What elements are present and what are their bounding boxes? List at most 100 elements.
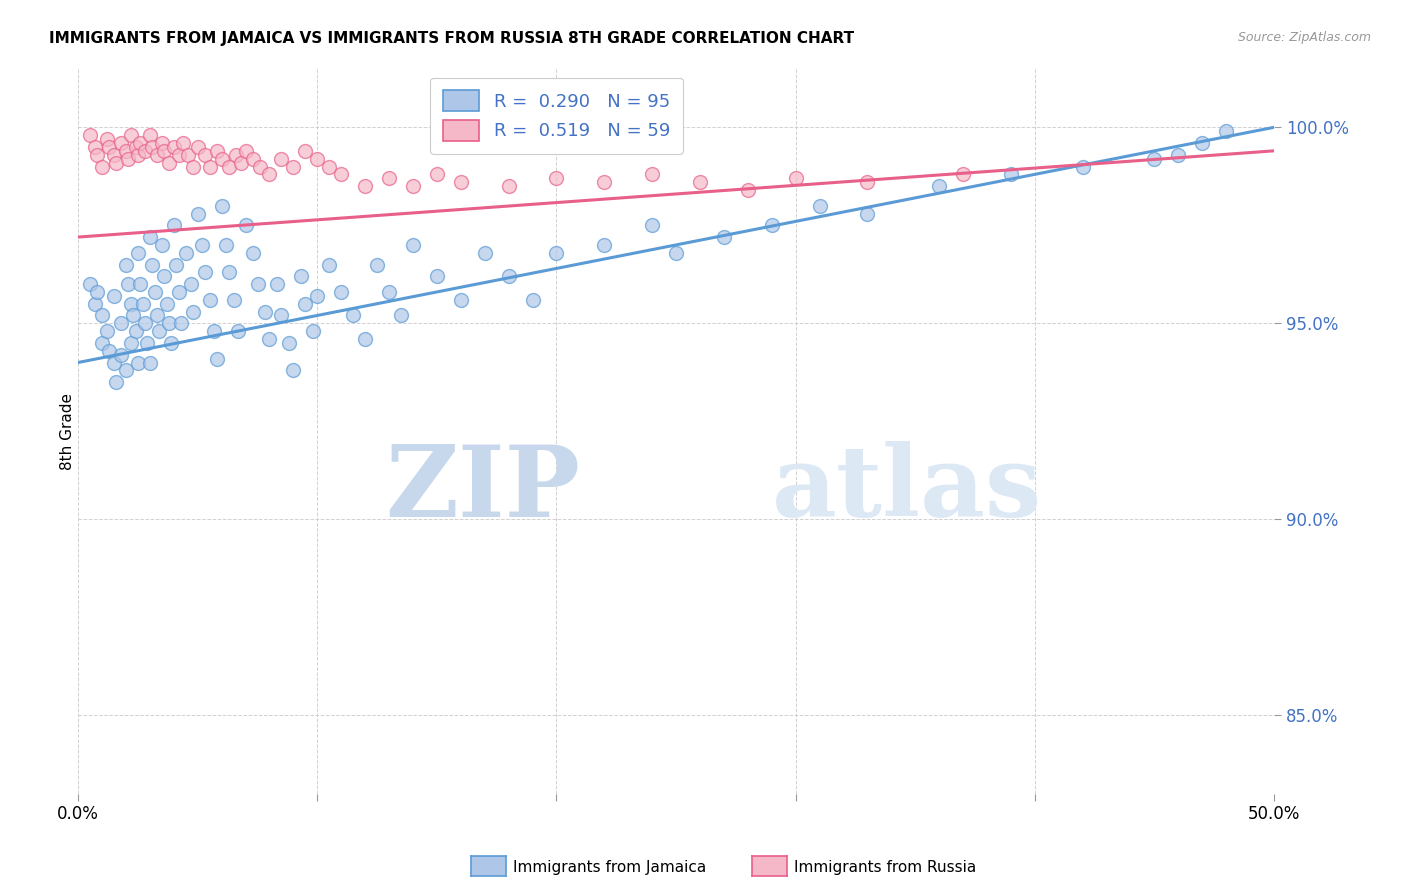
Point: [86, 285, 108, 299]
Point: [165, 258, 187, 272]
Point: [187, 206, 209, 220]
Point: [98, 140, 121, 154]
Point: [785, 171, 807, 186]
Point: [450, 293, 472, 307]
Point: [225, 147, 247, 161]
Point: [259, 167, 281, 181]
Point: [131, 296, 153, 310]
Point: [103, 355, 125, 369]
Point: [402, 238, 425, 252]
Point: [283, 160, 305, 174]
Point: [211, 199, 233, 213]
Point: [641, 167, 664, 181]
Point: [129, 136, 152, 150]
Point: [127, 147, 149, 161]
Point: [270, 309, 292, 323]
Text: ZIP: ZIP: [385, 441, 581, 538]
Point: [474, 245, 496, 260]
Point: [235, 144, 257, 158]
Point: [117, 152, 139, 166]
Point: [191, 238, 214, 252]
Point: [96, 324, 118, 338]
Point: [294, 296, 316, 310]
Point: [228, 324, 250, 338]
Point: [98, 343, 121, 358]
Point: [378, 171, 401, 186]
Point: [641, 219, 664, 233]
Point: [167, 147, 190, 161]
Point: [205, 351, 228, 366]
Point: [498, 269, 520, 284]
Point: [167, 285, 190, 299]
Point: [242, 245, 264, 260]
Point: [124, 140, 146, 154]
Point: [204, 324, 226, 338]
Point: [546, 245, 568, 260]
Point: [129, 277, 152, 292]
Point: [593, 175, 616, 189]
Point: [148, 324, 170, 338]
Point: [713, 230, 735, 244]
Point: [156, 296, 179, 310]
Point: [124, 324, 146, 338]
Point: [136, 335, 159, 350]
Point: [174, 245, 197, 260]
Point: [115, 144, 138, 158]
Point: [120, 296, 142, 310]
Point: [194, 147, 217, 161]
Text: Immigrants from Russia: Immigrants from Russia: [794, 861, 977, 875]
Point: [246, 277, 269, 292]
Point: [1191, 136, 1213, 150]
Point: [211, 152, 233, 166]
Point: [689, 175, 711, 189]
Point: [1215, 124, 1237, 138]
Point: [110, 316, 132, 330]
Point: [402, 179, 425, 194]
Point: [146, 309, 169, 323]
Point: [318, 258, 340, 272]
Point: [928, 179, 950, 194]
Point: [141, 140, 163, 154]
Point: [366, 258, 388, 272]
Point: [1143, 152, 1166, 166]
Point: [808, 199, 831, 213]
Point: [163, 140, 186, 154]
Point: [1071, 160, 1094, 174]
Point: [270, 152, 292, 166]
Point: [856, 175, 879, 189]
Point: [1167, 147, 1189, 161]
Point: [277, 335, 299, 350]
Point: [665, 245, 688, 260]
Point: [330, 167, 353, 181]
Point: [450, 175, 472, 189]
Point: [259, 332, 281, 346]
Point: [737, 183, 759, 197]
Point: [127, 355, 149, 369]
Point: [96, 132, 118, 146]
Point: [117, 277, 139, 292]
Text: Source: ZipAtlas.com: Source: ZipAtlas.com: [1237, 31, 1371, 45]
Point: [294, 144, 316, 158]
Text: atlas: atlas: [772, 441, 1042, 538]
Point: [498, 179, 520, 194]
Point: [266, 277, 288, 292]
Point: [330, 285, 353, 299]
Point: [157, 155, 180, 169]
Point: [290, 269, 312, 284]
Point: [83, 296, 105, 310]
Point: [242, 152, 264, 166]
Point: [235, 219, 257, 233]
Point: [426, 167, 449, 181]
Point: [856, 206, 879, 220]
Point: [150, 136, 173, 150]
Point: [110, 136, 132, 150]
Point: [205, 144, 228, 158]
Point: [389, 309, 412, 323]
Point: [218, 160, 240, 174]
Point: [153, 269, 176, 284]
Point: [134, 144, 156, 158]
Point: [301, 324, 323, 338]
Text: Immigrants from Jamaica: Immigrants from Jamaica: [513, 861, 706, 875]
Point: [194, 265, 217, 279]
Point: [170, 316, 193, 330]
